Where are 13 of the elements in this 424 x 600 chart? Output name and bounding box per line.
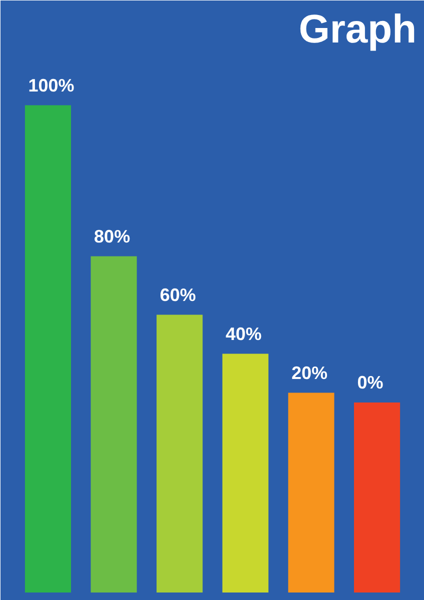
x-tick-label: 20% (291, 362, 328, 383)
x-tick-label: 100% (28, 75, 74, 96)
x-tick-label: 80% (94, 226, 130, 247)
x-tick-label: 0% (357, 372, 384, 393)
chart-title: Graph (298, 8, 417, 52)
x-tick-label: 60% (160, 285, 196, 306)
x-tick-label: 40% (226, 324, 262, 344)
bar (354, 402, 400, 592)
bar (288, 392, 334, 592)
bar (24, 105, 72, 592)
bar (156, 314, 203, 592)
bar (90, 256, 137, 592)
bar (222, 354, 268, 592)
